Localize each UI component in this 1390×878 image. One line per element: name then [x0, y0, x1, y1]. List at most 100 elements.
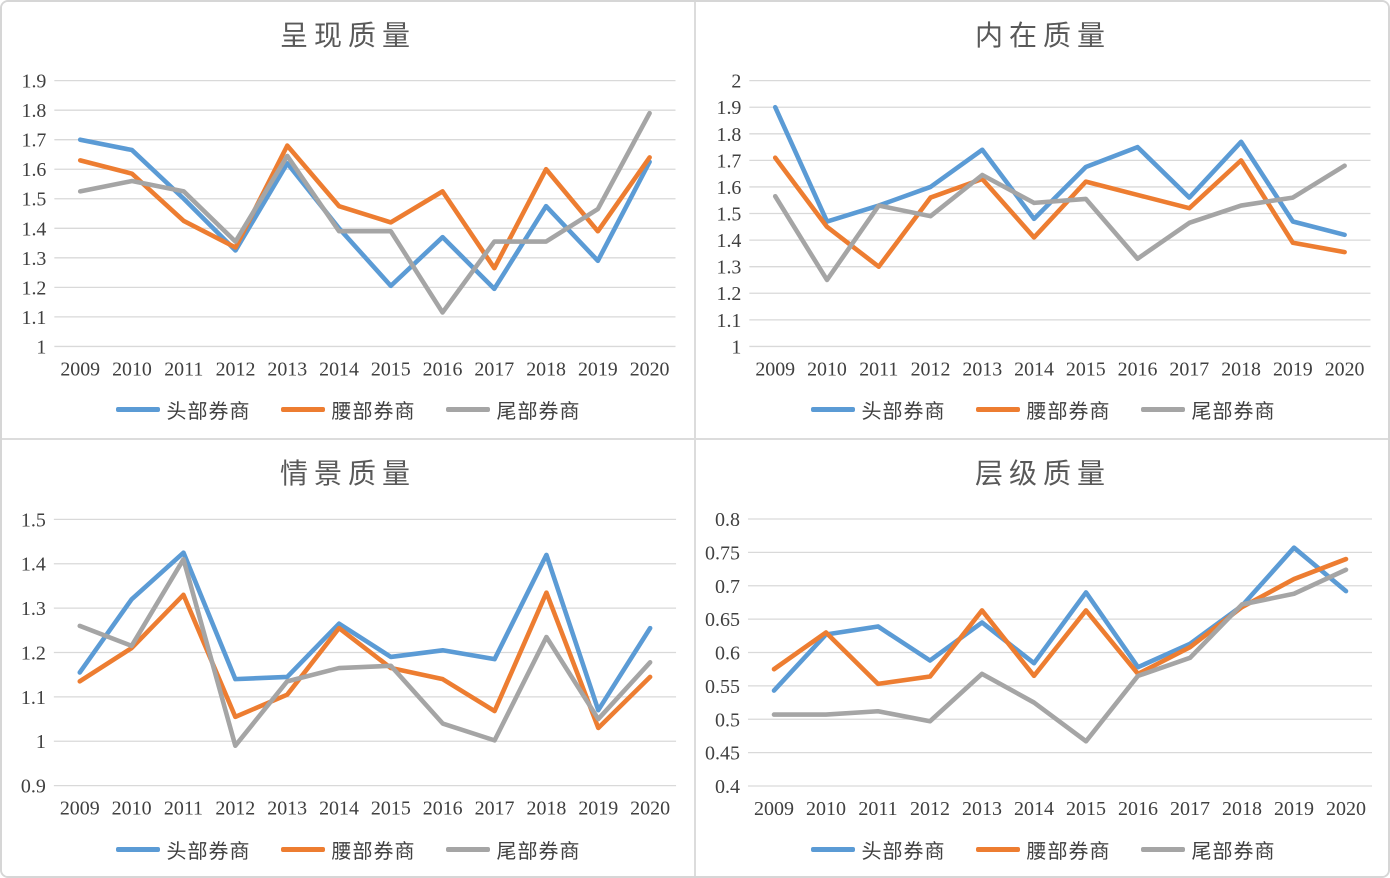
- hierarchy-quality-line-chart: 0.8 0.75 0.7 0.65 0.6 0.55 0.5 0.45 0.4 2009 2010 2…: [705, 509, 1372, 820]
- x-tick-label: 2015: [371, 798, 411, 820]
- series-line-gray: [772, 163, 1347, 283]
- chart-legend: 头部券商 腰部券商 尾部券商: [2, 835, 694, 864]
- y-tick-label: 1: [36, 336, 46, 358]
- legend-label: 腰部券商: [331, 841, 416, 863]
- legend-line-swatch-blue: [810, 407, 855, 412]
- y-tick-label: 1: [731, 336, 741, 358]
- y-tick-label: 1.3: [22, 248, 47, 270]
- legend-item-tail-brokers: 尾部券商: [1140, 835, 1276, 864]
- series-line-blue: [772, 104, 1347, 238]
- x-tick-label: 2019: [578, 798, 618, 820]
- legend-item-top-brokers: 头部券商: [810, 395, 946, 424]
- series-line-orange: [77, 590, 653, 731]
- y-tick-label: 1.1: [22, 307, 47, 329]
- x-tick-label: 2013: [962, 358, 1002, 380]
- x-tick-label: 2015: [371, 358, 411, 380]
- y-tick-label: 1.4: [717, 230, 742, 252]
- x-tick-label: 2015: [1066, 798, 1106, 820]
- legend-item-mid-brokers: 腰部券商: [975, 835, 1111, 864]
- x-tick-label: 2011: [164, 358, 203, 380]
- y-tick-label: 1.5: [717, 203, 742, 225]
- legend-label: 尾部券商: [496, 401, 581, 423]
- y-tick-label: 1.7: [22, 130, 47, 152]
- y-tick-label: 0.8: [715, 509, 740, 531]
- panel-intrinsic-quality: 2 1.9 1.8 1.7 1.6 1.5 1.4 1.3 1.2 1.1 1 2009 2010 201…: [696, 2, 1388, 440]
- x-tick-label: 2014: [319, 798, 359, 820]
- x-tick-label: 2014: [1014, 358, 1054, 380]
- y-tick-label: 1.9: [22, 71, 47, 93]
- x-tick-label: 2013: [267, 358, 307, 380]
- y-tick-label: 1.5: [21, 509, 46, 531]
- y-tick-label: 1.2: [22, 277, 47, 299]
- chart-title: 层级质量: [974, 459, 1111, 490]
- y-tick-label: 0.65: [705, 609, 740, 631]
- chart-legend: 头部券商 腰部券商 尾部券商: [2, 395, 694, 424]
- x-tick-label: 2016: [1118, 358, 1158, 380]
- chart-title: 呈现质量: [279, 21, 416, 52]
- y-tick-label: 1.8: [22, 100, 47, 122]
- series-line-gray: [77, 110, 652, 315]
- legend-item-top-brokers: 头部券商: [115, 835, 251, 864]
- y-tick-label: 1.8: [717, 124, 742, 146]
- y-tick-label: 1.9: [717, 97, 742, 119]
- series-line-gray: [77, 557, 653, 748]
- legend-label: 头部券商: [861, 841, 946, 863]
- y-tick-label: 1.3: [717, 257, 742, 279]
- panel-presentation-quality: 1.9 1.8 1.7 1.6 1.5 1.4 1.3 1.2 1.1 1 2009 2010 2011…: [2, 2, 696, 440]
- x-tick-label: 2009: [60, 358, 100, 380]
- x-tick-label: 2009: [60, 798, 100, 820]
- x-tick-label: 2011: [164, 798, 203, 820]
- x-tick-label: 2016: [1118, 798, 1158, 820]
- intrinsic-quality-line-chart: 2 1.9 1.8 1.7 1.6 1.5 1.4 1.3 1.2 1.1 1 2009 2010 201…: [717, 71, 1371, 380]
- x-tick-label: 2011: [859, 358, 898, 380]
- x-tick-label: 2019: [1274, 798, 1314, 820]
- x-tick-label: 2009: [755, 358, 795, 380]
- legend-item-tail-brokers: 尾部券商: [1140, 395, 1276, 424]
- series-line-gray: [771, 567, 1349, 744]
- legend-label: 尾部券商: [496, 841, 581, 863]
- x-tick-label: 2014: [1014, 798, 1054, 820]
- legend-line-swatch-gray: [1140, 407, 1185, 412]
- x-tick-label: 2020: [1326, 798, 1366, 820]
- legend-label: 腰部券商: [331, 401, 416, 423]
- legend-line-swatch-orange: [975, 407, 1020, 412]
- legend-line-swatch-blue: [115, 847, 160, 852]
- x-tick-label: 2011: [858, 798, 897, 820]
- legend-item-mid-brokers: 腰部券商: [975, 395, 1111, 424]
- y-tick-label: 1.6: [22, 159, 47, 181]
- x-tick-label: 2017: [474, 358, 514, 380]
- legend-item-tail-brokers: 尾部券商: [445, 395, 581, 424]
- y-tick-label: 1.1: [21, 687, 46, 709]
- scenario-quality-line-chart: 1.5 1.4 1.3 1.2 1.1 1 0.9 2009 2010 2011 2012 2013 2…: [21, 509, 677, 820]
- chart-legend: 头部券商 腰部券商 尾部券商: [696, 835, 1388, 864]
- series-line-blue: [77, 550, 653, 713]
- legend-line-swatch-gray: [445, 847, 490, 852]
- series-line-orange: [77, 143, 652, 271]
- y-tick-label: 0.75: [705, 542, 740, 564]
- chart-legend: 头部券商 腰部券商 尾部券商: [696, 395, 1388, 424]
- x-tick-label: 2012: [911, 358, 951, 380]
- x-tick-label: 2018: [526, 798, 566, 820]
- x-tick-label: 2012: [216, 358, 256, 380]
- x-tick-label: 2020: [630, 358, 670, 380]
- chart-title: 内在质量: [974, 21, 1111, 52]
- legend-item-mid-brokers: 腰部券商: [280, 395, 416, 424]
- y-tick-label: 0.4: [715, 776, 740, 798]
- legend-line-swatch-orange: [280, 407, 325, 412]
- x-tick-label: 2009: [754, 798, 794, 820]
- y-tick-label: 1.1: [717, 310, 742, 332]
- y-tick-label: 0.45: [705, 743, 740, 765]
- x-tick-label: 2020: [1325, 358, 1365, 380]
- x-tick-label: 2017: [1169, 358, 1209, 380]
- y-tick-label: 1.7: [717, 150, 742, 172]
- x-tick-label: 2016: [423, 358, 463, 380]
- y-tick-label: 0.6: [715, 643, 740, 665]
- legend-item-mid-brokers: 腰部券商: [280, 835, 416, 864]
- legend-line-swatch-blue: [810, 847, 855, 852]
- legend-label: 腰部券商: [1026, 841, 1111, 863]
- x-tick-label: 2018: [1222, 798, 1262, 820]
- legend-line-swatch-blue: [115, 407, 160, 412]
- y-tick-label: 1.6: [717, 177, 742, 199]
- series-line-orange: [772, 155, 1347, 269]
